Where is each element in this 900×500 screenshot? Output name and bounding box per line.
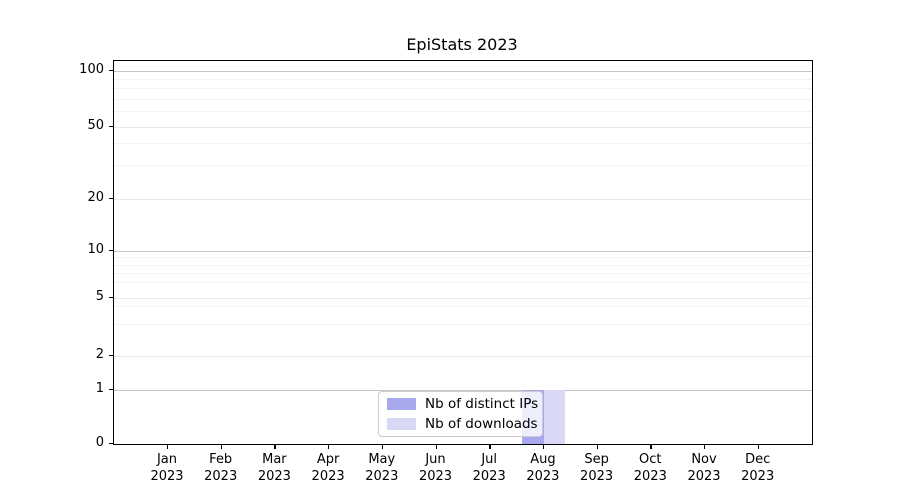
y-tick-mark bbox=[109, 443, 113, 445]
x-tick-label-line: Aug bbox=[530, 452, 556, 467]
x-tick-mark bbox=[328, 445, 330, 449]
x-tick-mark bbox=[704, 445, 706, 449]
x-tick-label: Dec 2023 bbox=[726, 451, 790, 485]
x-tick-label-line: 2023 bbox=[687, 469, 721, 484]
gridline-major bbox=[114, 298, 812, 299]
gridline-major bbox=[114, 127, 812, 128]
x-tick-label-line: Feb bbox=[209, 452, 233, 467]
x-tick-label-line: 2023 bbox=[365, 469, 399, 484]
x-tick-mark bbox=[757, 445, 760, 449]
y-tick-label: 20 bbox=[87, 190, 104, 205]
gridline-minor bbox=[114, 143, 812, 144]
x-tick-label-line: Jan bbox=[156, 452, 178, 467]
x-tick-label-line: Sep bbox=[584, 452, 609, 467]
x-tick-mark bbox=[650, 445, 652, 449]
x-tick-label-line: Nov bbox=[691, 452, 717, 467]
gridline-minor bbox=[114, 265, 812, 266]
x-tick-label-line: 2023 bbox=[257, 469, 291, 484]
x-tick-label: Oct 2023 bbox=[618, 451, 682, 485]
legend-swatch-distinct-ips bbox=[387, 398, 416, 410]
x-tick-label-line: 2023 bbox=[204, 469, 238, 484]
gridline-major bbox=[114, 251, 812, 252]
x-tick-mark bbox=[274, 445, 276, 449]
legend: Nb of distinct IPs Nb of downloads bbox=[378, 391, 543, 437]
gridline-major bbox=[114, 390, 812, 391]
x-tick-mark bbox=[167, 445, 169, 449]
y-tick-mark bbox=[109, 250, 113, 252]
gridline-minor bbox=[114, 273, 812, 274]
legend-entry-distinct-ips: Nb of distinct IPs bbox=[379, 396, 542, 413]
x-tick-mark bbox=[220, 445, 223, 449]
y-tick-mark bbox=[109, 198, 113, 200]
x-tick-label: Aug 2023 bbox=[511, 451, 575, 485]
x-tick-label-line: Dec bbox=[745, 452, 771, 467]
y-tick-label: 50 bbox=[87, 118, 104, 133]
x-tick-label-line: 2023 bbox=[633, 469, 667, 484]
x-tick-label-line: 2023 bbox=[580, 469, 614, 484]
gridline-major bbox=[114, 71, 812, 72]
x-tick-label-line: 2023 bbox=[150, 469, 184, 484]
x-tick-label: Jul 2023 bbox=[457, 451, 521, 485]
y-tick-mark bbox=[109, 355, 113, 357]
legend-label-distinct-ips: Nb of distinct IPs bbox=[425, 395, 539, 412]
x-tick-label-line: 2023 bbox=[472, 469, 506, 484]
x-tick-label: Sep 2023 bbox=[565, 451, 629, 485]
gridline-minor bbox=[114, 306, 812, 307]
x-tick-label-line: 2023 bbox=[741, 469, 775, 484]
gridline-minor bbox=[114, 165, 812, 166]
x-tick-label-line: Jun bbox=[425, 452, 446, 467]
legend-swatch-downloads bbox=[387, 418, 416, 430]
x-tick-label-line: Oct bbox=[639, 452, 662, 467]
x-tick-label: Mar 2023 bbox=[242, 451, 306, 485]
gridline-minor bbox=[114, 257, 812, 258]
gridline-minor bbox=[114, 282, 812, 283]
x-tick-label-line: 2023 bbox=[311, 469, 345, 484]
x-tick-label: Nov 2023 bbox=[672, 451, 736, 485]
y-tick-mark bbox=[109, 389, 113, 391]
y-tick-label: 10 bbox=[87, 242, 104, 257]
y-tick-label: 0 bbox=[95, 435, 104, 450]
y-tick-label: 2 bbox=[95, 347, 104, 362]
x-tick-mark bbox=[381, 445, 384, 449]
bar-downloads bbox=[543, 390, 566, 444]
x-tick-label-line: Apr bbox=[316, 452, 340, 467]
y-tick-label: 100 bbox=[79, 62, 104, 77]
x-tick-label-line: Mar bbox=[262, 452, 287, 467]
x-tick-label-line: 2023 bbox=[418, 469, 453, 484]
gridline-minor bbox=[114, 99, 812, 100]
x-tick-label: Jun 2023 bbox=[404, 451, 468, 485]
x-tick-label: Feb 2023 bbox=[189, 451, 253, 485]
gridline-minor bbox=[114, 79, 812, 80]
x-tick-label: Apr 2023 bbox=[296, 451, 360, 485]
y-tick-mark bbox=[109, 70, 113, 72]
legend-entry-downloads: Nb of downloads bbox=[379, 416, 542, 433]
y-tick-mark bbox=[109, 126, 113, 128]
x-tick-label-line: May bbox=[368, 452, 396, 467]
x-tick-mark bbox=[489, 445, 491, 449]
x-tick-mark bbox=[435, 445, 437, 449]
gridline-minor bbox=[114, 324, 812, 325]
x-tick-mark bbox=[542, 445, 545, 449]
plot-area bbox=[113, 60, 813, 445]
gridline-major bbox=[114, 199, 812, 200]
x-tick-label-line: Jul bbox=[481, 452, 498, 467]
gridline-minor bbox=[114, 111, 812, 112]
y-tick-label: 5 bbox=[95, 289, 104, 304]
y-tick-mark bbox=[109, 297, 113, 299]
y-tick-label: 1 bbox=[95, 381, 104, 396]
x-tick-label: May 2023 bbox=[350, 451, 414, 485]
x-tick-label-line: 2023 bbox=[526, 469, 560, 484]
legend-label-downloads: Nb of downloads bbox=[425, 415, 538, 432]
chart-title: EpiStats 2023 bbox=[406, 35, 518, 54]
x-tick-mark bbox=[596, 445, 598, 449]
gridline-minor bbox=[114, 88, 812, 89]
x-tick-label: Jan 2023 bbox=[135, 451, 199, 485]
gridline-major bbox=[114, 356, 812, 357]
